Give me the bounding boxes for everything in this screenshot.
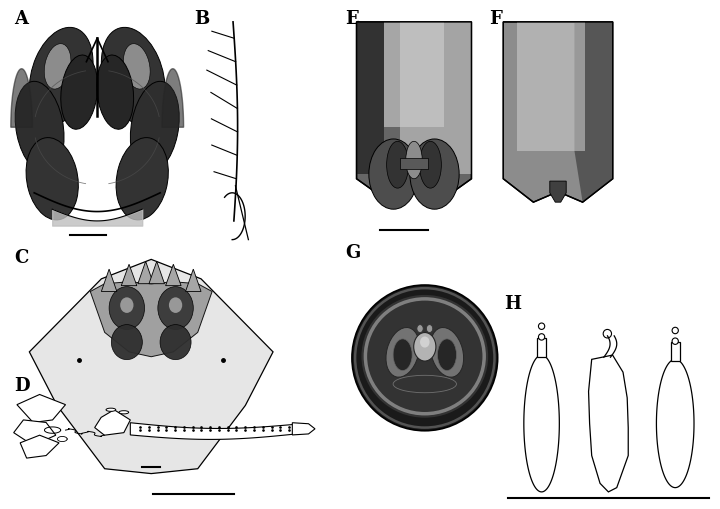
- Ellipse shape: [169, 297, 182, 313]
- Text: G: G: [346, 244, 361, 262]
- Polygon shape: [186, 269, 201, 292]
- Text: B: B: [194, 10, 210, 28]
- Ellipse shape: [420, 336, 430, 348]
- Polygon shape: [138, 261, 153, 284]
- Text: F: F: [490, 10, 503, 28]
- Ellipse shape: [60, 55, 98, 129]
- Ellipse shape: [414, 332, 436, 361]
- Ellipse shape: [393, 375, 456, 393]
- Ellipse shape: [410, 139, 459, 209]
- Polygon shape: [130, 422, 299, 439]
- Polygon shape: [102, 269, 117, 292]
- Ellipse shape: [387, 142, 408, 188]
- Polygon shape: [90, 282, 212, 357]
- Ellipse shape: [119, 411, 129, 414]
- Polygon shape: [503, 22, 613, 202]
- Polygon shape: [166, 264, 181, 286]
- Polygon shape: [517, 22, 585, 151]
- Ellipse shape: [431, 327, 464, 377]
- Polygon shape: [537, 338, 546, 357]
- Ellipse shape: [672, 327, 678, 334]
- Polygon shape: [14, 420, 56, 445]
- Ellipse shape: [438, 339, 456, 371]
- Polygon shape: [356, 22, 472, 202]
- Polygon shape: [95, 410, 130, 435]
- Ellipse shape: [102, 27, 165, 124]
- Polygon shape: [575, 22, 613, 202]
- Ellipse shape: [672, 338, 678, 345]
- Ellipse shape: [109, 287, 145, 329]
- Polygon shape: [20, 435, 59, 458]
- Ellipse shape: [15, 81, 64, 173]
- Ellipse shape: [160, 325, 191, 360]
- Text: H: H: [504, 295, 521, 313]
- Polygon shape: [550, 181, 566, 202]
- Ellipse shape: [120, 297, 133, 313]
- Polygon shape: [384, 22, 444, 127]
- Ellipse shape: [386, 327, 419, 377]
- Ellipse shape: [603, 329, 611, 338]
- Text: D: D: [14, 377, 30, 394]
- Ellipse shape: [426, 325, 433, 332]
- Polygon shape: [524, 355, 559, 492]
- Ellipse shape: [158, 287, 193, 329]
- Ellipse shape: [393, 339, 412, 371]
- Ellipse shape: [44, 44, 71, 89]
- Polygon shape: [356, 22, 384, 174]
- Ellipse shape: [123, 44, 150, 89]
- Text: C: C: [14, 249, 29, 267]
- Polygon shape: [400, 158, 428, 169]
- Polygon shape: [400, 22, 472, 174]
- Ellipse shape: [539, 334, 545, 340]
- Polygon shape: [11, 69, 32, 127]
- Ellipse shape: [420, 142, 441, 188]
- Polygon shape: [121, 264, 137, 286]
- Polygon shape: [30, 260, 273, 473]
- Polygon shape: [17, 394, 66, 422]
- Text: A: A: [14, 10, 28, 28]
- Ellipse shape: [369, 139, 418, 209]
- Polygon shape: [588, 355, 629, 492]
- Ellipse shape: [96, 55, 134, 129]
- Ellipse shape: [361, 295, 488, 418]
- Circle shape: [352, 285, 498, 431]
- Ellipse shape: [116, 137, 168, 220]
- Polygon shape: [657, 359, 694, 488]
- Ellipse shape: [106, 408, 116, 411]
- Ellipse shape: [406, 142, 422, 179]
- Ellipse shape: [539, 323, 545, 329]
- Ellipse shape: [130, 81, 179, 173]
- Polygon shape: [670, 342, 680, 361]
- Text: E: E: [346, 10, 359, 28]
- Polygon shape: [162, 69, 184, 127]
- Polygon shape: [292, 422, 315, 435]
- Ellipse shape: [26, 137, 78, 220]
- Ellipse shape: [417, 325, 423, 332]
- Ellipse shape: [112, 325, 143, 360]
- Polygon shape: [149, 261, 164, 284]
- Ellipse shape: [30, 27, 93, 124]
